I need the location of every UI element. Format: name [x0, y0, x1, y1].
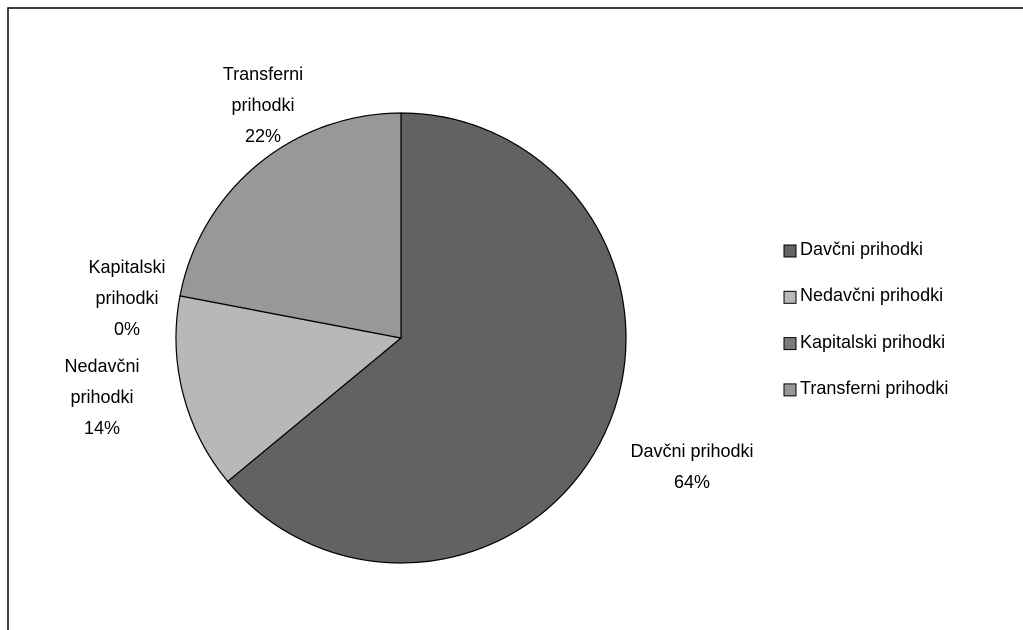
legend-label: Transferni prihodki — [800, 377, 949, 398]
data-label-value: 22% — [244, 126, 282, 146]
data-label-value: 64% — [673, 472, 711, 492]
data-label-name: Nedavčni prihodki — [64, 356, 140, 407]
data-label: Transferni prihodki 22% — [203, 59, 323, 152]
frame — [7, 7, 1023, 630]
legend-label: Kapitalski prihodki — [800, 331, 946, 352]
legend-entry: Davčni prihodki — [800, 239, 923, 260]
data-label: Davčni prihodki 64% — [592, 436, 792, 498]
data-label: Kapitalski prihodki 0% — [67, 252, 187, 345]
legend-swatch — [783, 290, 797, 304]
data-label-name: Transferni prihodki — [222, 64, 304, 115]
data-label-value: 14% — [83, 418, 121, 438]
data-label-value: 0% — [113, 319, 140, 339]
pie-slice — [175, 295, 403, 483]
legend-label: Davčni prihodki — [800, 239, 924, 259]
legend-entry: Nedavčni prihodki — [800, 285, 943, 306]
legend-swatch — [783, 337, 797, 351]
legend-entry: Transferni prihodki — [800, 378, 948, 399]
data-label-name: Kapitalski prihodki — [88, 257, 166, 308]
data-label-name: Davčni prihodki — [630, 441, 754, 461]
data-label: Nedavčni prihodki 14% — [42, 351, 162, 444]
legend-entry: Kapitalski prihodki — [800, 332, 945, 353]
pie-slice — [179, 112, 402, 339]
legend-swatch — [783, 383, 797, 397]
legend-swatch — [783, 244, 797, 258]
legend-label: Nedavčni prihodki — [800, 285, 944, 306]
pie-slice — [226, 112, 627, 564]
